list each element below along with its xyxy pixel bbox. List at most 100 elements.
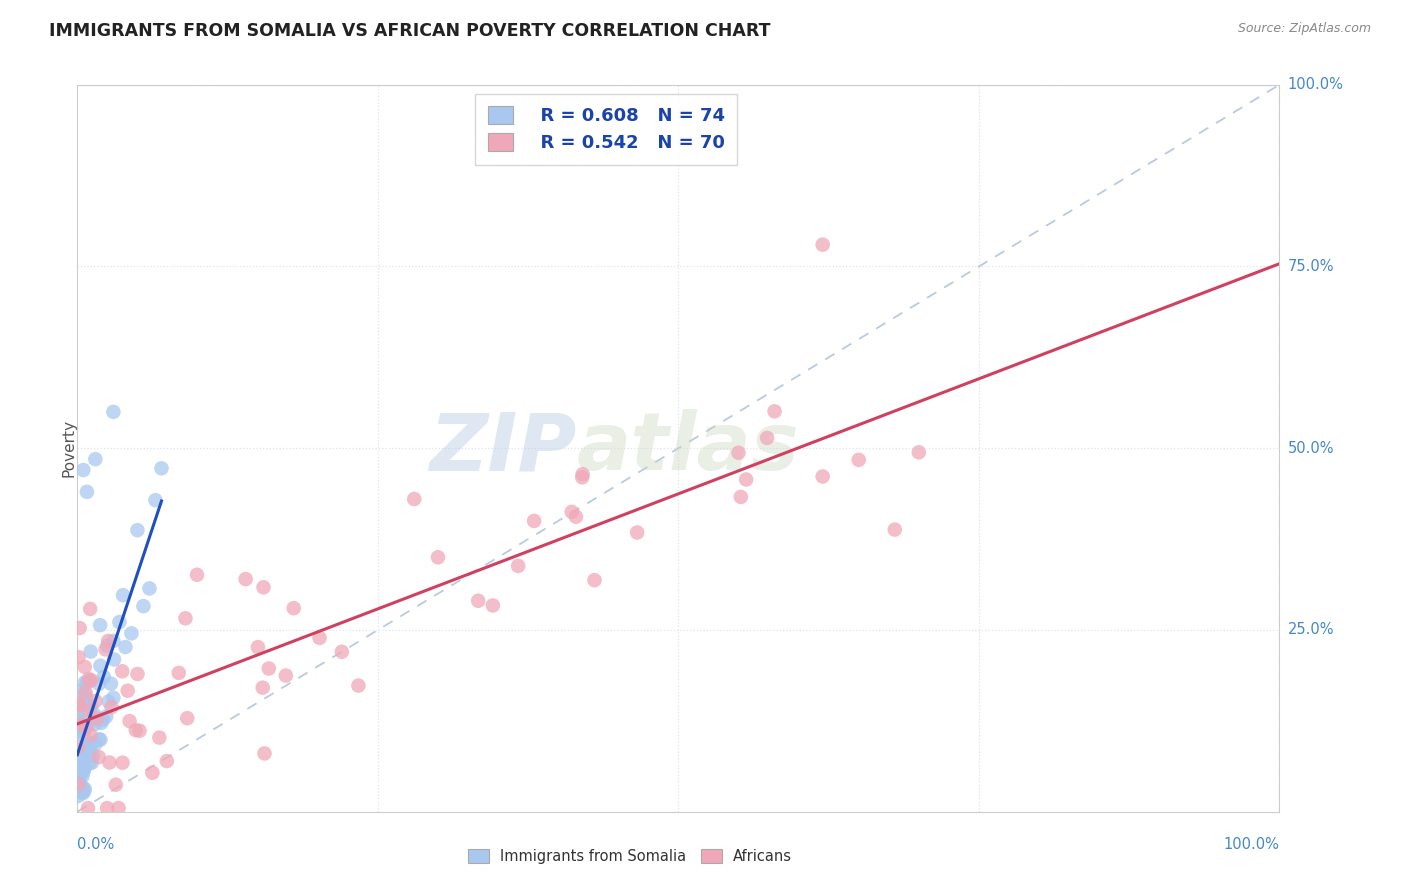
- Point: [77, 801, 100, 815]
- Point: [73, 753, 96, 767]
- Point: [67, 714, 90, 728]
- Point: [138, 582, 160, 596]
- Point: [70, 717, 93, 731]
- Point: [72, 463, 94, 477]
- Point: [80, 756, 103, 770]
- Point: [756, 431, 779, 445]
- Point: [66, 789, 89, 803]
- Point: [523, 514, 546, 528]
- Point: [75, 685, 97, 699]
- Point: [94, 642, 117, 657]
- Point: [75, 688, 97, 702]
- Text: Source: ZipAtlas.com: Source: ZipAtlas.com: [1237, 22, 1371, 36]
- Point: [72, 780, 94, 795]
- Point: [96, 801, 118, 815]
- Point: [730, 490, 752, 504]
- Point: [571, 470, 593, 484]
- Point: [103, 652, 125, 666]
- Text: 0.0%: 0.0%: [77, 837, 114, 852]
- Point: [735, 473, 758, 487]
- Point: [66, 723, 89, 737]
- Point: [100, 700, 122, 714]
- Point: [96, 709, 118, 723]
- Point: [79, 644, 101, 658]
- Point: [87, 677, 110, 691]
- Point: [103, 690, 125, 705]
- Point: [67, 724, 90, 739]
- Point: [73, 782, 96, 797]
- Point: [274, 668, 297, 682]
- Text: 75.0%: 75.0%: [1288, 259, 1334, 274]
- Text: atlas: atlas: [576, 409, 799, 487]
- Point: [347, 679, 370, 693]
- Point: [79, 748, 101, 763]
- Point: [67, 785, 90, 799]
- Point: [79, 746, 101, 760]
- Point: [73, 762, 96, 776]
- Point: [77, 739, 100, 753]
- Point: [89, 618, 111, 632]
- Point: [404, 491, 426, 506]
- Point: [330, 645, 353, 659]
- Point: [571, 467, 593, 482]
- Point: [127, 667, 149, 681]
- Point: [72, 786, 94, 800]
- Point: [127, 523, 149, 537]
- Point: [253, 747, 276, 761]
- Point: [70, 752, 93, 766]
- Point: [86, 712, 108, 726]
- Point: [69, 777, 91, 791]
- Point: [145, 493, 167, 508]
- Text: ZIP: ZIP: [429, 409, 576, 487]
- Point: [87, 732, 110, 747]
- Point: [125, 723, 148, 738]
- Point: [77, 717, 100, 731]
- Point: [79, 728, 101, 742]
- Point: [67, 696, 90, 710]
- Point: [75, 721, 97, 735]
- Point: [67, 711, 90, 725]
- Point: [156, 754, 179, 768]
- Point: [103, 634, 125, 648]
- Point: [73, 784, 96, 798]
- Point: [176, 711, 198, 725]
- Point: [96, 639, 118, 653]
- Point: [89, 732, 111, 747]
- Point: [186, 567, 208, 582]
- Text: 100.0%: 100.0%: [1288, 78, 1344, 92]
- Point: [72, 764, 94, 779]
- Point: [72, 743, 94, 757]
- Point: [70, 683, 93, 698]
- Text: IMMIGRANTS FROM SOMALIA VS AFRICAN POVERTY CORRELATION CHART: IMMIGRANTS FROM SOMALIA VS AFRICAN POVER…: [49, 22, 770, 40]
- Point: [811, 237, 834, 252]
- Point: [111, 588, 134, 602]
- Point: [308, 631, 330, 645]
- Point: [150, 461, 173, 475]
- Point: [75, 691, 97, 706]
- Point: [727, 446, 749, 460]
- Point: [67, 650, 90, 665]
- Point: [107, 801, 129, 815]
- Point: [70, 705, 93, 719]
- Point: [97, 694, 120, 708]
- Point: [83, 707, 105, 722]
- Point: [79, 602, 101, 616]
- Point: [69, 621, 91, 635]
- Point: [148, 731, 170, 745]
- Point: [100, 676, 122, 690]
- Point: [84, 737, 107, 751]
- Point: [72, 757, 94, 772]
- Point: [908, 445, 931, 459]
- Point: [508, 558, 530, 573]
- Point: [132, 599, 155, 613]
- Point: [883, 523, 905, 537]
- Point: [79, 738, 101, 752]
- Point: [76, 744, 98, 758]
- Point: [467, 594, 489, 608]
- Point: [257, 661, 280, 675]
- Point: [69, 769, 91, 783]
- Point: [427, 550, 450, 565]
- Point: [79, 756, 101, 770]
- Point: [67, 717, 90, 731]
- Text: 100.0%: 100.0%: [1223, 837, 1279, 852]
